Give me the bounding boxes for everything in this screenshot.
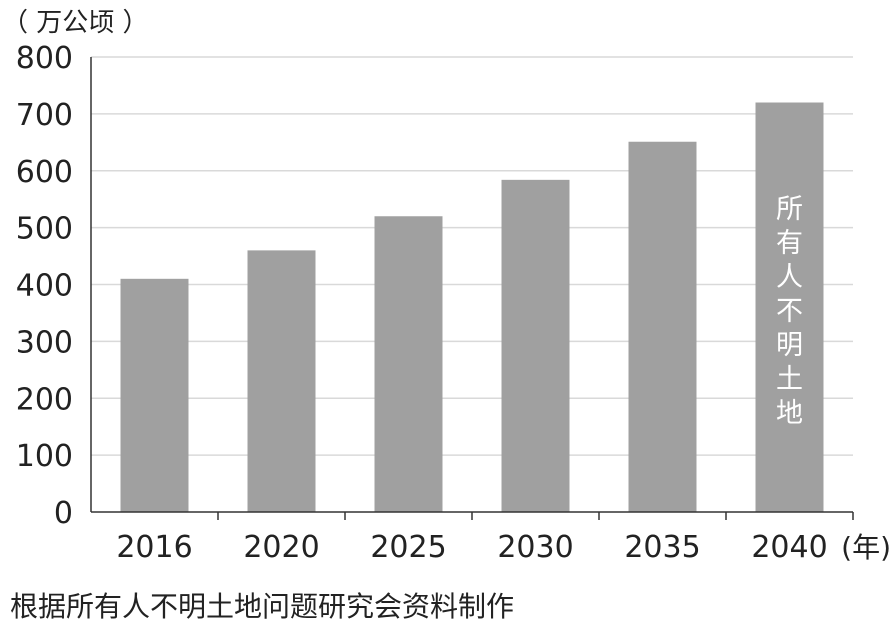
bar-annotation-char: 明 — [776, 330, 803, 361]
y-tick-label-700: 700 — [16, 98, 73, 133]
y-tick-label-400: 400 — [16, 269, 73, 304]
bar-annotation-char: 人 — [776, 262, 803, 293]
x-tick-label-2020: 2020 — [243, 530, 319, 565]
x-tick-label-2025: 2025 — [370, 530, 446, 565]
y-tick-label-200: 200 — [16, 382, 73, 417]
axes — [90, 57, 854, 520]
bar-annotation-char: 所 — [776, 194, 803, 225]
bar-annotation: 所有人不明土地 — [776, 194, 803, 429]
bar-annotation-char: 有 — [776, 228, 803, 259]
y-tick-label-100: 100 — [16, 439, 73, 474]
source-note: 根据所有人不明土地问题研究会资料制作 — [10, 590, 515, 623]
x-tick-label-2035: 2035 — [624, 530, 700, 565]
bar-2025 — [374, 216, 443, 512]
y-tick-label-300: 300 — [16, 325, 73, 360]
bar-annotation-char: 不 — [776, 296, 803, 327]
gridlines — [91, 56, 853, 456]
bar-2016 — [120, 278, 189, 512]
x-tick-label-2016: 2016 — [116, 530, 192, 565]
y-tick-label-800: 800 — [16, 41, 73, 76]
y-tick-label-0: 0 — [54, 496, 73, 531]
bars — [120, 102, 824, 512]
y-axis-unit-label: （ 万公顷 ） — [2, 8, 149, 38]
x-tick-label-2040: 2040 — [751, 530, 827, 565]
bar-2040 — [755, 102, 824, 512]
y-tick-label-600: 600 — [16, 155, 73, 190]
y-tick-label-500: 500 — [16, 212, 73, 247]
tick-labels: 0 100 200 300 400 500 600 700 800 2016 2020 2025 203… — [16, 41, 891, 565]
x-axis-unit-label: (年) — [841, 531, 891, 564]
bar-chart: 0 100 200 300 400 500 600 700 800 2016 2020 2025 203… — [16, 41, 891, 565]
bar-2030 — [501, 179, 570, 512]
bar-2035 — [628, 141, 697, 512]
bar-2020 — [247, 250, 316, 512]
bar-annotation-char: 土 — [776, 364, 803, 395]
x-tick-label-2030: 2030 — [497, 530, 573, 565]
bar-annotation-char: 地 — [776, 398, 803, 429]
